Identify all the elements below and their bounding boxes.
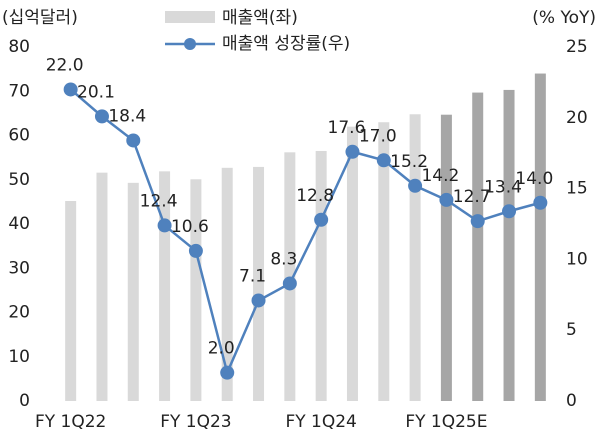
data-label: 12.4 (140, 191, 178, 211)
marker (376, 153, 391, 168)
marker (251, 293, 266, 308)
y-tick-label: 30 (8, 258, 30, 278)
marker (314, 212, 329, 227)
y2-tick-label: 0 (566, 391, 577, 411)
bar (315, 150, 327, 401)
bar (96, 172, 108, 401)
y-tick-label: 20 (8, 303, 30, 323)
bar (440, 114, 452, 401)
marker (533, 195, 548, 210)
data-label: 7.1 (239, 266, 266, 286)
y-tick-label: 0 (19, 391, 30, 411)
data-label: 12.7 (453, 187, 491, 207)
x-tick-label: FY 1Q22 (35, 412, 106, 432)
bar (378, 122, 390, 401)
marker (502, 204, 517, 219)
legend-swatch (184, 38, 196, 50)
y2-axis-title: (% YoY) (532, 8, 596, 28)
bar (65, 200, 77, 401)
y-tick-label: 60 (8, 126, 30, 146)
y-axis-title: (십억달러) (2, 8, 78, 28)
marker (63, 82, 78, 97)
bar (346, 126, 358, 402)
marker (220, 365, 235, 380)
y2-tick-label: 25 (566, 37, 588, 57)
line (69, 88, 541, 377)
y-tick-label: 50 (8, 170, 30, 190)
y-tick-label: 80 (8, 37, 30, 57)
marker (345, 144, 360, 159)
y2-tick-label: 5 (566, 320, 577, 340)
x-tick-label: FY 1Q24 (285, 412, 356, 432)
data-label: 14.2 (421, 166, 459, 186)
data-label: 12.8 (296, 186, 334, 206)
bar (159, 171, 171, 401)
bar (190, 179, 202, 401)
y-tick-label: 70 (8, 81, 30, 101)
data-label: 22.0 (46, 55, 84, 75)
bar (221, 167, 233, 401)
y-tick-label: 40 (8, 214, 30, 234)
bar (409, 114, 421, 401)
y-tick-label: 10 (8, 347, 30, 367)
y2-tick-label: 20 (566, 108, 588, 128)
x-tick-label: FY 1Q23 (160, 412, 231, 432)
data-label: 10.6 (171, 217, 209, 237)
data-label: 17.6 (328, 118, 366, 138)
marker (439, 192, 454, 207)
data-label: 15.2 (390, 152, 428, 172)
marker (282, 276, 297, 291)
data-label: 2.0 (208, 339, 235, 359)
bar (534, 73, 546, 402)
legend-label: 매출액(좌) (222, 8, 298, 28)
data-label: 13.4 (484, 177, 522, 197)
marker (188, 243, 203, 258)
data-label: 18.4 (108, 106, 146, 126)
marker (157, 218, 172, 233)
marker (126, 133, 141, 148)
legend-swatch (165, 11, 215, 23)
marker (470, 214, 485, 229)
marker (94, 109, 109, 124)
data-label: 14.0 (515, 169, 553, 189)
bar (503, 89, 515, 402)
data-label: 8.3 (270, 249, 297, 269)
data-label: 20.1 (77, 82, 115, 102)
bar (253, 166, 265, 401)
data-label: 17.0 (359, 126, 397, 146)
marker (408, 178, 423, 193)
y2-tick-label: 10 (566, 249, 588, 269)
x-tick-label: FY 1Q25E (405, 412, 487, 432)
bar (472, 92, 484, 401)
y2-tick-label: 15 (566, 179, 588, 199)
legend-label: 매출액 성장률(우) (222, 34, 350, 54)
bar (127, 182, 139, 401)
